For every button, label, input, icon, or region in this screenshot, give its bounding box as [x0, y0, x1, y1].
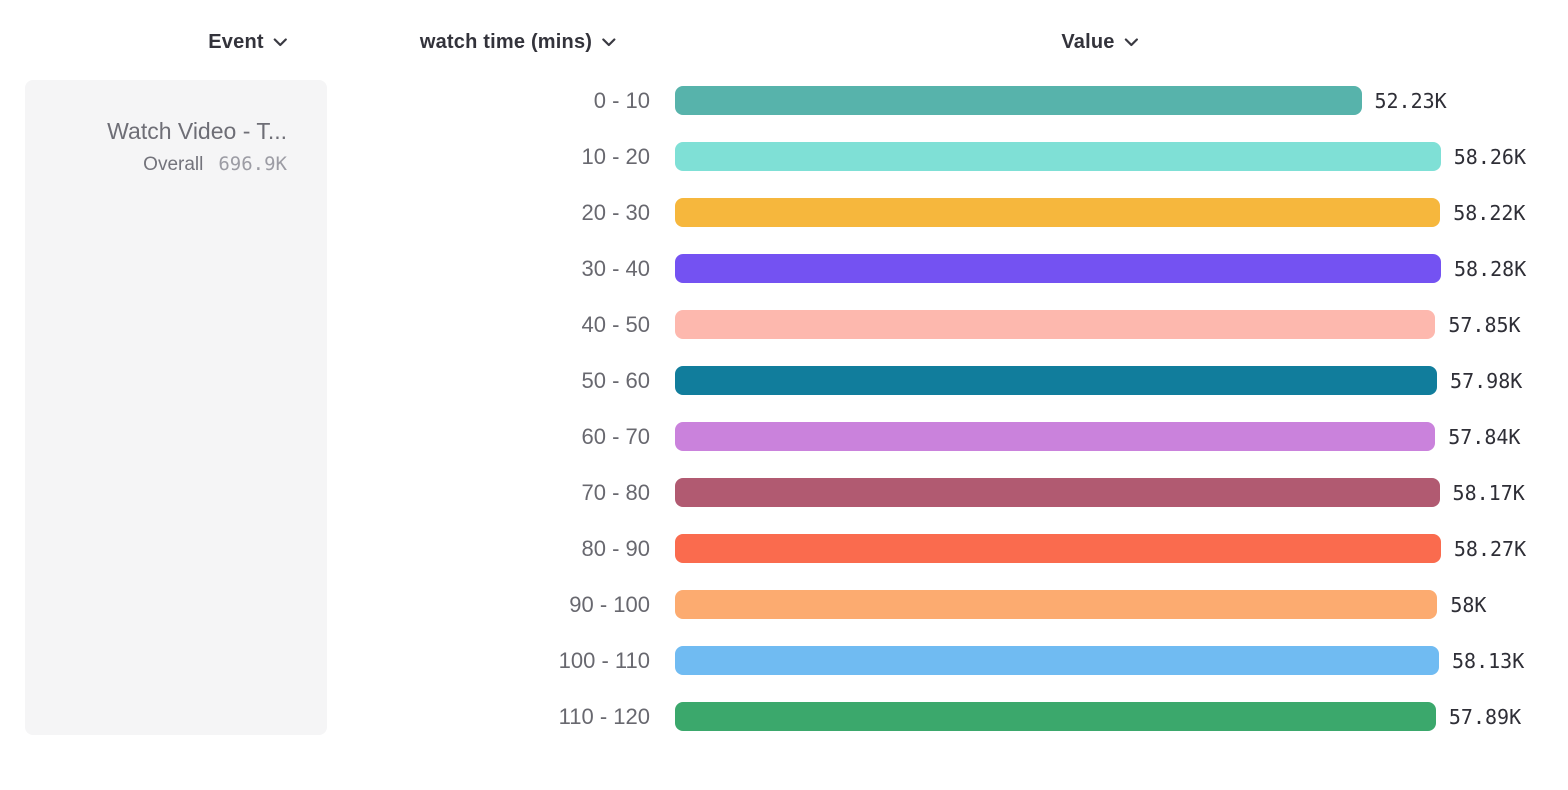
bar-value: 57.89K: [1448, 705, 1522, 729]
chart-row: 90 - 100 58K: [0, 590, 1568, 619]
event-card[interactable]: Watch Video - T... Overall 696.9K: [25, 80, 327, 735]
breakdown-column-header[interactable]: watch time (mins): [420, 29, 616, 55]
bucket-label: 50 - 60: [581, 368, 651, 393]
chevron-down-icon: [274, 37, 288, 46]
bar-value: 58.13K: [1452, 649, 1525, 673]
bucket-label: 60 - 70: [581, 424, 651, 449]
bar-value: 58.22K: [1453, 201, 1526, 225]
chart-row: 10 - 20 58.26K: [0, 142, 1568, 171]
event-title: Watch Video - T...: [107, 118, 287, 144]
chevron-down-icon: [1125, 37, 1139, 46]
bucket-label: 40 - 50: [581, 312, 651, 337]
bar-value: 58.17K: [1452, 481, 1525, 505]
overall-label: Overall: [143, 154, 204, 175]
bucket-label: 90 - 100: [569, 592, 650, 617]
bar-segment[interactable]: [675, 198, 1441, 227]
bucket-label: 30 - 40: [581, 256, 651, 281]
chart-row: 40 - 50 57.85K: [0, 310, 1568, 339]
value-column-label: Value: [1061, 30, 1115, 53]
bucket-label: 0 - 10: [593, 88, 650, 113]
bar-segment[interactable]: [675, 310, 1436, 339]
bar-value: 57.84K: [1448, 425, 1521, 449]
chart-row: 30 - 40 58.28K: [0, 254, 1568, 283]
bucket-label: 20 - 30: [581, 200, 651, 225]
bucket-label: 10 - 20: [581, 144, 651, 169]
bar-segment[interactable]: [675, 646, 1439, 675]
bar-segment[interactable]: [675, 590, 1438, 619]
overall-value: 696.9K: [218, 153, 287, 175]
chart-row: 60 - 70 57.84K: [0, 422, 1568, 451]
bar-segment[interactable]: [675, 254, 1441, 283]
bar-segment[interactable]: [675, 534, 1441, 563]
bar-segment[interactable]: [675, 422, 1436, 451]
value-column-header[interactable]: Value: [1061, 29, 1139, 55]
chart-row: 20 - 30 58.22K: [0, 198, 1568, 227]
bar-segment[interactable]: [675, 702, 1436, 731]
bar-value: 58.27K: [1453, 537, 1527, 561]
chart-row: 110 - 120 57.89K: [0, 702, 1568, 731]
bar-segment[interactable]: [675, 142, 1441, 171]
bar-value: 52.23K: [1374, 89, 1447, 113]
bucket-label: 70 - 80: [581, 480, 651, 505]
bar-segment[interactable]: [675, 366, 1438, 395]
bar-segment[interactable]: [675, 86, 1362, 115]
breakdown-column-label: watch time (mins): [419, 30, 593, 53]
bar-value: 57.98K: [1450, 369, 1523, 393]
bar-value: 58.28K: [1454, 257, 1527, 281]
bucket-label: 100 - 110: [558, 648, 650, 673]
bucket-label: 110 - 120: [558, 704, 650, 729]
bar-value: 57.85K: [1448, 313, 1521, 337]
bar-value: 58.26K: [1453, 145, 1526, 169]
bar-value: 58K: [1450, 593, 1487, 617]
chevron-down-icon: [602, 37, 616, 46]
bar-segment[interactable]: [675, 478, 1440, 507]
chart-row: 100 - 110 58.13K: [0, 646, 1568, 675]
event-overall-row: Overall 696.9K: [41, 153, 287, 176]
chart-row: 70 - 80 58.17K: [0, 478, 1568, 507]
chart-row: 80 - 90 58.27K: [0, 534, 1568, 563]
bucket-label: 80 - 90: [581, 536, 651, 561]
chart-row: 50 - 60 57.98K: [0, 366, 1568, 395]
event-column-label: Event: [208, 30, 264, 53]
chart-row: 0 - 10 52.23K: [0, 86, 1568, 115]
event-column-header[interactable]: Event: [208, 29, 288, 55]
